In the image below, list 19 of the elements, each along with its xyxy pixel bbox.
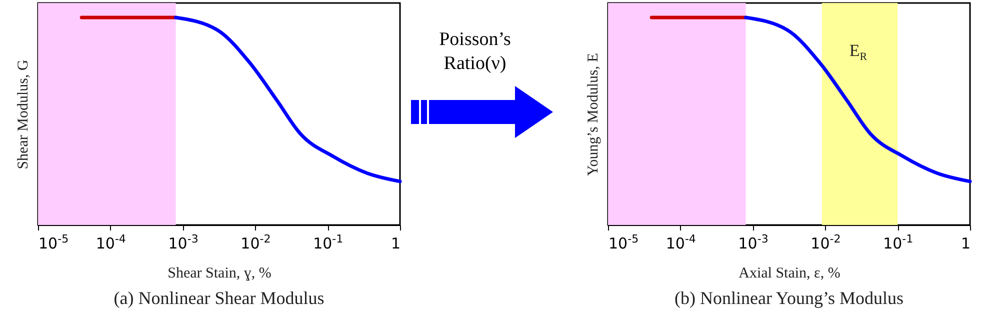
x-tick-label: 10$^{-4}$: [96, 232, 126, 252]
x-tick-label: 10$^{-4}$: [666, 232, 696, 252]
x-tick-label: 1: [960, 234, 970, 252]
text: Poisson’s Ratio(ν): [438, 28, 512, 76]
x-tick-label: 10$^{-5}$: [38, 232, 69, 252]
x-axis-title: Axial Stain, ε, %: [738, 266, 840, 282]
x-tick-label: 10$^{-1}$: [313, 232, 344, 252]
y-axis-title: Shear Modulus, G: [16, 60, 32, 170]
y-axis-title: Young’s Modulus, E: [586, 52, 602, 176]
x-tick-label: 10$^{-2}$: [810, 232, 841, 252]
text: (b) Nonlinear Young’s Modulus: [674, 288, 904, 308]
x-tick-label: 10$^{-2}$: [240, 232, 271, 252]
text: (a) Nonlinear Shear Modulus: [114, 288, 324, 308]
x-tick-label: 10$^{-3}$: [168, 232, 198, 252]
x-axis-title: Shear Stain, ɣ, %: [168, 266, 272, 282]
x-tick-label: 10$^{-5}$: [608, 232, 639, 252]
x-tick-label: 10$^{-3}$: [738, 232, 768, 252]
x-tick-label: 10$^{-1}$: [883, 232, 914, 252]
x-tick-label: 1: [390, 234, 400, 252]
